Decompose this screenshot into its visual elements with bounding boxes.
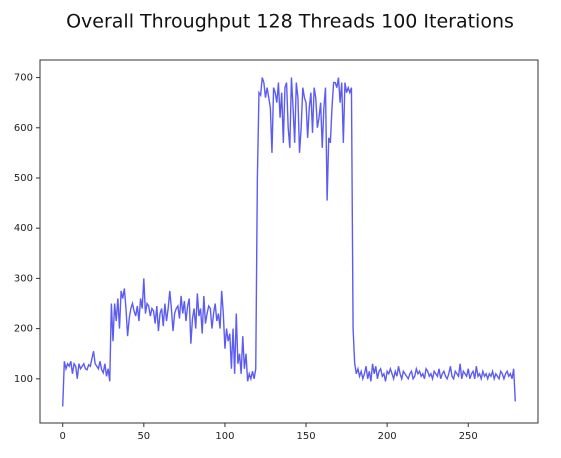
y-tick-label: 200 [14,324,33,335]
plot-frame [39,59,539,424]
y-tick-label: 100 [14,374,33,385]
y-tick-label: 700 [14,73,33,84]
x-tick-label: 250 [459,431,478,442]
y-tick-label: 600 [14,123,33,134]
x-tick-label: 150 [296,431,315,442]
y-tick-label: 400 [14,223,33,234]
x-tick-label: 200 [378,431,397,442]
y-tick-label: 500 [14,173,33,184]
x-tick-label: 100 [215,431,234,442]
x-tick-label: 50 [137,431,150,442]
chart-title: Overall Throughput 128 Threads 100 Itera… [66,11,514,33]
y-tick-label: 300 [14,273,33,284]
series-line [62,77,516,407]
x-tick-label: 0 [60,431,66,442]
